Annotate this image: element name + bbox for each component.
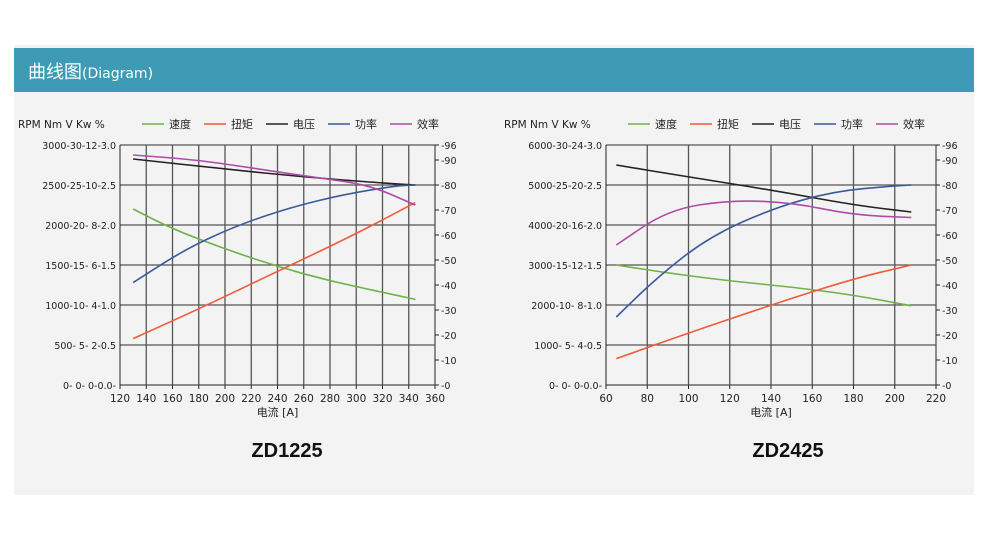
c1-series-power <box>615 184 912 318</box>
c0-x-tick-5: 220 <box>241 393 261 405</box>
c1-x-tick-0: 60 <box>599 393 612 405</box>
c1-legend-label-voltage: 电压 <box>779 118 801 131</box>
c0-x-tick-4: 200 <box>215 393 235 405</box>
c1-left-tick-6: 6000-30-24-3.0 <box>528 141 602 152</box>
c1-legend-label-power: 功率 <box>841 117 863 131</box>
c0-right-tick-2: -20 <box>441 331 457 342</box>
c0-legend-label-voltage: 电压 <box>293 118 315 131</box>
c1-legend-label-speed: 速度 <box>655 117 677 131</box>
c1-right-tick-9: -90 <box>942 156 958 167</box>
c1-right-tick-8: -80 <box>942 181 958 192</box>
c0-legend-label-efficiency: 效率 <box>417 117 439 131</box>
c0-series-power <box>132 184 416 284</box>
c1-right-tick-0: -0 <box>942 381 951 392</box>
c0-left-tick-4: 2000-20- 8-2.0 <box>45 221 116 232</box>
c0-right-tick-7: -70 <box>441 206 457 217</box>
c1-legend-label-efficiency: 效率 <box>903 117 925 131</box>
section-title-en: (Diagram) <box>82 66 154 82</box>
c0-right-tick-3: -30 <box>441 306 457 317</box>
c0-left-tick-2: 1000-10- 4-1.0 <box>45 301 116 312</box>
c1-series-voltage <box>616 164 912 213</box>
c0-x-tick-3: 180 <box>189 393 209 405</box>
c0-x-tick-1: 140 <box>136 393 156 405</box>
content-panel <box>14 45 974 495</box>
c0-series-voltage <box>133 158 416 186</box>
c0-right-tick-9: -90 <box>441 156 457 167</box>
c1-left-tick-4: 4000-20-16-2.0 <box>528 221 602 232</box>
c0-left-tick-3: 1500-15- 6-1.5 <box>45 261 116 272</box>
c0-right-tick-8: -80 <box>441 181 457 192</box>
c1-right-tick-3: -30 <box>942 306 958 317</box>
c0-left-axis-header: RPM Nm V Kw % <box>18 119 105 131</box>
c0-x-tick-12: 360 <box>425 393 445 405</box>
c1-right-tick-2: -20 <box>942 331 958 342</box>
c1-right-tick-7: -70 <box>942 206 958 217</box>
c1-x-axis-label: 电流 [A] <box>750 405 792 419</box>
chart-zd1225: RPM Nm V Kw % 速度 扭矩 电压 功率 效率 0- 0- 0-0.0- 500- … <box>14 103 474 423</box>
c0-left-tick-5: 2500-25-10-2.5 <box>42 181 116 192</box>
c1-right-tick-6: -60 <box>942 231 958 242</box>
chart-zd2425-svg: RPM Nm V Kw % 速度 扭矩 电压 功率 效率 0- 0- 0-0.0- 1000-… <box>504 117 958 419</box>
c1-x-tick-7: 200 <box>885 393 905 405</box>
c1-left-tick-0: 0- 0- 0-0.0- <box>549 381 602 392</box>
c0-left-tick-6: 3000-30-12-3.0 <box>42 141 116 152</box>
c0-legend-label-speed: 速度 <box>169 117 191 131</box>
c0-x-tick-11: 340 <box>399 393 419 405</box>
c1-left-tick-3: 3000-15-12-1.5 <box>528 261 602 272</box>
section-header: 曲线图(Diagram) <box>14 48 974 92</box>
c0-x-tick-9: 300 <box>346 393 366 405</box>
c0-x-tick-10: 320 <box>372 393 392 405</box>
c1-left-tick-5: 5000-25-20-2.5 <box>528 181 602 192</box>
c1-right-tick-5: -50 <box>942 256 958 267</box>
c1-legend-label-torque: 扭矩 <box>717 117 739 131</box>
c0-legend-label-torque: 扭矩 <box>231 117 253 131</box>
c0-right-tick-0: -0 <box>441 381 450 392</box>
c1-x-tick-1: 80 <box>641 393 654 405</box>
c1-series-speed <box>616 264 912 307</box>
c0-right-tick-5: -50 <box>441 256 457 267</box>
c0-right-tick-10: -96 <box>441 141 457 152</box>
c0-x-tick-7: 260 <box>294 393 314 405</box>
c0-right-tick-1: -10 <box>441 356 457 367</box>
section-title-cn: 曲线图 <box>28 62 82 83</box>
c0-x-tick-2: 160 <box>162 393 182 405</box>
chart-zd2425: RPM Nm V Kw % 速度 扭矩 电压 功率 效率 0- 0- 0-0.0- 1000-… <box>500 103 970 423</box>
c0-x-axis-label: 电流 [A] <box>257 405 299 419</box>
c1-x-tick-5: 160 <box>802 393 822 405</box>
c0-x-tick-8: 280 <box>320 393 340 405</box>
c0-right-tick-6: -60 <box>441 231 457 242</box>
c0-left-tick-1: 500- 5- 2-0.5 <box>54 341 116 352</box>
c1-x-tick-8: 220 <box>926 393 946 405</box>
c0-series-efficiency <box>133 154 416 206</box>
c0-x-tick-0: 120 <box>110 393 130 405</box>
c0-legend-label-power: 功率 <box>355 117 377 131</box>
model-label-zd1225: ZD1225 <box>251 440 323 462</box>
c0-left-tick-0: 0- 0- 0-0.0- <box>63 381 116 392</box>
c0-x-tick-6: 240 <box>267 393 287 405</box>
c1-right-tick-10: -96 <box>942 141 958 152</box>
chart-zd1225-svg: RPM Nm V Kw % 速度 扭矩 电压 功率 效率 0- 0- 0-0.0- 500- … <box>18 117 457 419</box>
c1-x-tick-2: 100 <box>678 393 698 405</box>
c0-series-torque <box>132 201 416 340</box>
c1-left-axis-header: RPM Nm V Kw % <box>504 119 591 131</box>
c0-series-speed <box>132 208 416 301</box>
section-title: 曲线图(Diagram) <box>28 58 153 84</box>
c1-series-torque <box>616 264 912 360</box>
c1-x-tick-6: 180 <box>843 393 863 405</box>
c1-right-tick-1: -10 <box>942 356 958 367</box>
model-label-zd2425: ZD2425 <box>752 440 824 462</box>
c1-x-tick-4: 140 <box>761 393 781 405</box>
c1-x-tick-3: 120 <box>720 393 740 405</box>
c1-left-tick-2: 2000-10- 8-1.0 <box>531 301 602 312</box>
c1-left-tick-1: 1000- 5- 4-0.5 <box>534 341 602 352</box>
c0-right-tick-4: -40 <box>441 281 457 292</box>
c1-right-tick-4: -40 <box>942 281 958 292</box>
c1-series-efficiency <box>615 200 912 246</box>
